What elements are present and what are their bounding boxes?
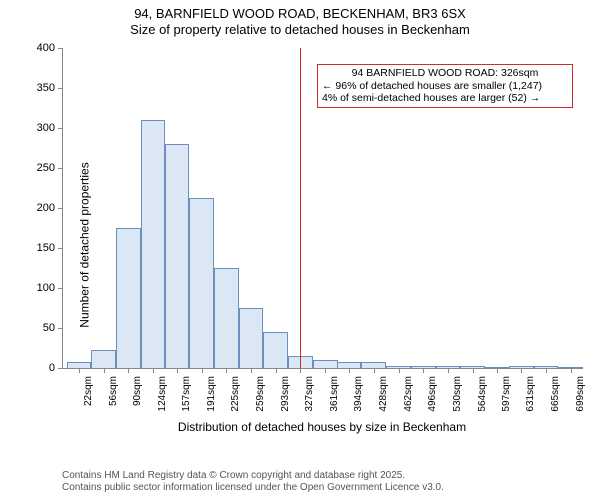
xtick-label: 530sqm (452, 376, 463, 426)
ytick-label: 0 (25, 362, 55, 374)
xtick-label: 597sqm (501, 376, 512, 426)
xtick-label: 564sqm (477, 376, 488, 426)
ytick-label: 150 (25, 242, 55, 254)
xtick-label: 157sqm (181, 376, 192, 426)
xtick-label: 259sqm (255, 376, 266, 426)
histogram-bar (558, 367, 583, 368)
xtick-label: 665sqm (550, 376, 561, 426)
xtick-mark (448, 368, 449, 373)
xtick-mark (374, 368, 375, 373)
ytick-label: 400 (25, 42, 55, 54)
xtick-mark (251, 368, 252, 373)
histogram-bar (214, 268, 239, 368)
ytick-mark (58, 368, 63, 369)
xtick-mark (79, 368, 80, 373)
chart-area: Number of detached properties 0501001502… (0, 40, 600, 450)
annotation-line: ← 96% of detached houses are smaller (1,… (322, 80, 568, 93)
xtick-label: 394sqm (353, 376, 364, 426)
xtick-label: 428sqm (378, 376, 389, 426)
xtick-mark (399, 368, 400, 373)
histogram-bar (263, 332, 288, 368)
ytick-mark (58, 248, 63, 249)
xtick-label: 496sqm (427, 376, 438, 426)
ytick-mark (58, 328, 63, 329)
xtick-label: 56sqm (108, 376, 119, 426)
ytick-mark (58, 128, 63, 129)
xtick-mark (202, 368, 203, 373)
ytick-label: 350 (25, 82, 55, 94)
xtick-mark (423, 368, 424, 373)
ytick-mark (58, 48, 63, 49)
ytick-label: 250 (25, 162, 55, 174)
xtick-label: 462sqm (403, 376, 414, 426)
x-axis-label: Distribution of detached houses by size … (62, 420, 582, 434)
annotation-line: 94 BARNFIELD WOOD ROAD: 326sqm (322, 67, 568, 80)
reference-line (300, 48, 301, 368)
xtick-label: 631sqm (525, 376, 536, 426)
histogram-bar (313, 360, 338, 368)
histogram-bar (436, 366, 461, 368)
xtick-mark (177, 368, 178, 373)
plot-area: 05010015020025030035040022sqm56sqm90sqm1… (62, 48, 583, 369)
xtick-label: 22sqm (83, 376, 94, 426)
ytick-label: 300 (25, 122, 55, 134)
histogram-bar (141, 120, 166, 368)
xtick-label: 699sqm (575, 376, 586, 426)
footer-line-2: Contains public sector information licen… (62, 482, 444, 494)
histogram-bar (411, 366, 436, 368)
histogram-bar (337, 362, 362, 368)
histogram-bar (509, 366, 534, 368)
xtick-label: 191sqm (206, 376, 217, 426)
footer-line-1: Contains HM Land Registry data © Crown c… (62, 470, 444, 482)
ytick-mark (58, 88, 63, 89)
xtick-mark (226, 368, 227, 373)
annotation-box: 94 BARNFIELD WOOD ROAD: 326sqm← 96% of d… (317, 64, 573, 108)
xtick-label: 293sqm (280, 376, 291, 426)
xtick-mark (571, 368, 572, 373)
ytick-label: 200 (25, 202, 55, 214)
xtick-label: 327sqm (304, 376, 315, 426)
footer-attribution: Contains HM Land Registry data © Crown c… (62, 470, 444, 494)
xtick-mark (546, 368, 547, 373)
xtick-label: 361sqm (329, 376, 340, 426)
xtick-mark (325, 368, 326, 373)
xtick-mark (153, 368, 154, 373)
ytick-mark (58, 168, 63, 169)
xtick-mark (473, 368, 474, 373)
xtick-mark (104, 368, 105, 373)
xtick-label: 225sqm (230, 376, 241, 426)
histogram-bar (239, 308, 264, 368)
histogram-bar (91, 350, 116, 368)
ytick-mark (58, 288, 63, 289)
xtick-mark (497, 368, 498, 373)
ytick-label: 100 (25, 282, 55, 294)
ytick-mark (58, 208, 63, 209)
title-sub: Size of property relative to detached ho… (0, 22, 600, 38)
histogram-bar (165, 144, 190, 368)
ytick-label: 50 (25, 322, 55, 334)
annotation-line: 4% of semi-detached houses are larger (5… (322, 92, 568, 105)
xtick-mark (128, 368, 129, 373)
xtick-mark (349, 368, 350, 373)
xtick-mark (276, 368, 277, 373)
xtick-mark (521, 368, 522, 373)
histogram-bar (386, 366, 411, 368)
histogram-bar (460, 366, 485, 368)
histogram-bar (116, 228, 141, 368)
title-main: 94, BARNFIELD WOOD ROAD, BECKENHAM, BR3 … (0, 6, 600, 22)
xtick-label: 124sqm (157, 376, 168, 426)
histogram-bar (67, 362, 92, 368)
histogram-bar (189, 198, 214, 368)
histogram-bar (534, 366, 559, 368)
xtick-mark (300, 368, 301, 373)
xtick-label: 90sqm (132, 376, 143, 426)
histogram-bar (361, 362, 386, 368)
histogram-bar (484, 367, 509, 368)
